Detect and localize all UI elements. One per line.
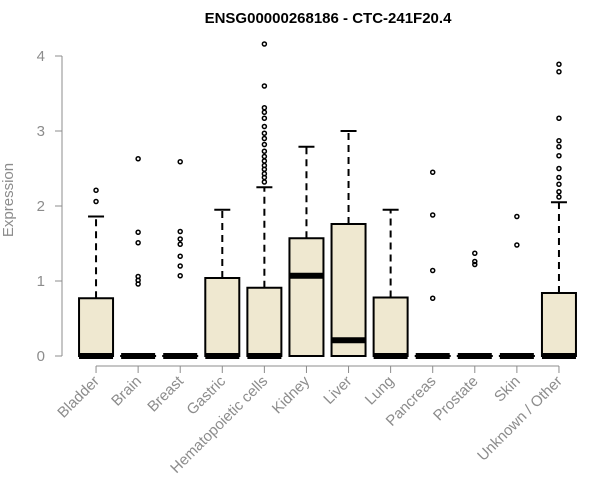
outlier-1-4 <box>135 229 141 235</box>
outlier-4-13 <box>261 109 268 115</box>
x-tick-label-0: Bladder <box>54 373 103 422</box>
box-group-7 <box>372 208 409 359</box>
outlier-9-1 <box>472 258 478 265</box>
y-axis-label: Expression <box>0 163 17 237</box>
x-tick-label-5: Kidney <box>269 372 314 417</box>
outlier-2-3 <box>177 241 183 247</box>
outlier-9-2 <box>472 250 478 256</box>
outlier-11-3 <box>556 174 562 181</box>
outlier-1-5 <box>135 156 141 162</box>
y-tick-label-4: 4 <box>37 48 45 65</box>
box-group-1 <box>120 156 157 359</box>
outlier-4-14 <box>261 105 268 111</box>
y-tick-label-0: 0 <box>37 348 45 365</box>
y-axis: 0 1 2 3 4 <box>37 48 63 365</box>
y-tick-label-2: 2 <box>37 198 45 215</box>
outlier-4-10 <box>261 130 268 136</box>
outlier-11-4 <box>556 165 562 172</box>
outlier-4-16 <box>261 41 268 47</box>
outlier-11-2 <box>556 181 562 187</box>
y-tick-label-1: 1 <box>37 273 45 290</box>
outlier-11-0 <box>556 194 562 200</box>
outlier-1-2 <box>135 273 141 280</box>
outlier-4-8 <box>261 141 268 148</box>
box-5 <box>288 237 325 357</box>
outlier-4-2 <box>261 171 268 177</box>
outlier-2-4 <box>177 236 183 242</box>
box-0 <box>78 297 115 357</box>
outlier-11-9 <box>556 69 562 75</box>
box-4 <box>246 286 283 357</box>
box-group-4 <box>246 41 283 359</box>
outlier-0-1 <box>93 187 99 193</box>
x-tick-label-10: Skin <box>491 373 524 406</box>
outlier-8-3 <box>429 169 436 175</box>
box-group-2 <box>162 159 199 359</box>
outlier-4-0 <box>261 179 268 185</box>
chart-title: ENSG00000268186 - CTC-241F20.4 <box>205 10 452 27</box>
outlier-10-1 <box>514 213 520 220</box>
outlier-11-7 <box>556 138 562 144</box>
box-group-10 <box>498 213 535 359</box>
outlier-4-12 <box>261 115 268 121</box>
outlier-4-11 <box>261 123 268 130</box>
box-group-5 <box>288 145 325 357</box>
outlier-1-3 <box>135 240 141 246</box>
box-6 <box>330 223 367 357</box>
x-tick-label-6: Liver <box>320 373 355 408</box>
outlier-8-0 <box>429 295 436 301</box>
outlier-0-0 <box>93 198 99 205</box>
boxes <box>78 41 577 359</box>
outlier-4-15 <box>261 83 268 89</box>
outlier-9-0 <box>472 261 478 268</box>
outlier-4-4 <box>261 162 268 169</box>
outlier-2-6 <box>177 159 183 165</box>
outlier-2-5 <box>177 228 183 235</box>
x-tick-label-1: Brain <box>108 373 145 410</box>
outlier-10-0 <box>514 242 520 248</box>
outlier-8-1 <box>429 267 436 274</box>
box-group-0 <box>78 187 115 359</box>
outlier-4-9 <box>261 135 268 142</box>
box-group-11 <box>540 61 577 359</box>
outlier-8-2 <box>429 212 436 218</box>
box-group-6 <box>330 130 367 357</box>
outlier-11-1 <box>556 189 562 195</box>
x-tick-label-9: Prostate <box>430 373 482 425</box>
outlier-4-7 <box>261 148 268 154</box>
box-group-3 <box>204 208 241 359</box>
outlier-11-10 <box>556 61 562 67</box>
outlier-11-5 <box>556 153 562 159</box>
x-tick-label-7: Lung <box>362 373 398 409</box>
outlier-11-8 <box>556 115 562 121</box>
box-11 <box>540 292 577 357</box>
box-7 <box>372 296 409 357</box>
box-3 <box>204 277 241 357</box>
x-tick-label-2: Breast <box>144 372 187 415</box>
box-group-9 <box>456 250 493 359</box>
outlier-2-0 <box>177 273 183 279</box>
outlier-4-6 <box>261 153 268 160</box>
outlier-2-2 <box>177 253 183 259</box>
y-tick-label-3: 3 <box>37 123 45 140</box>
outlier-4-5 <box>261 158 268 164</box>
outlier-2-1 <box>177 263 183 269</box>
outlier-11-6 <box>556 144 562 150</box>
box-group-8 <box>414 169 451 359</box>
